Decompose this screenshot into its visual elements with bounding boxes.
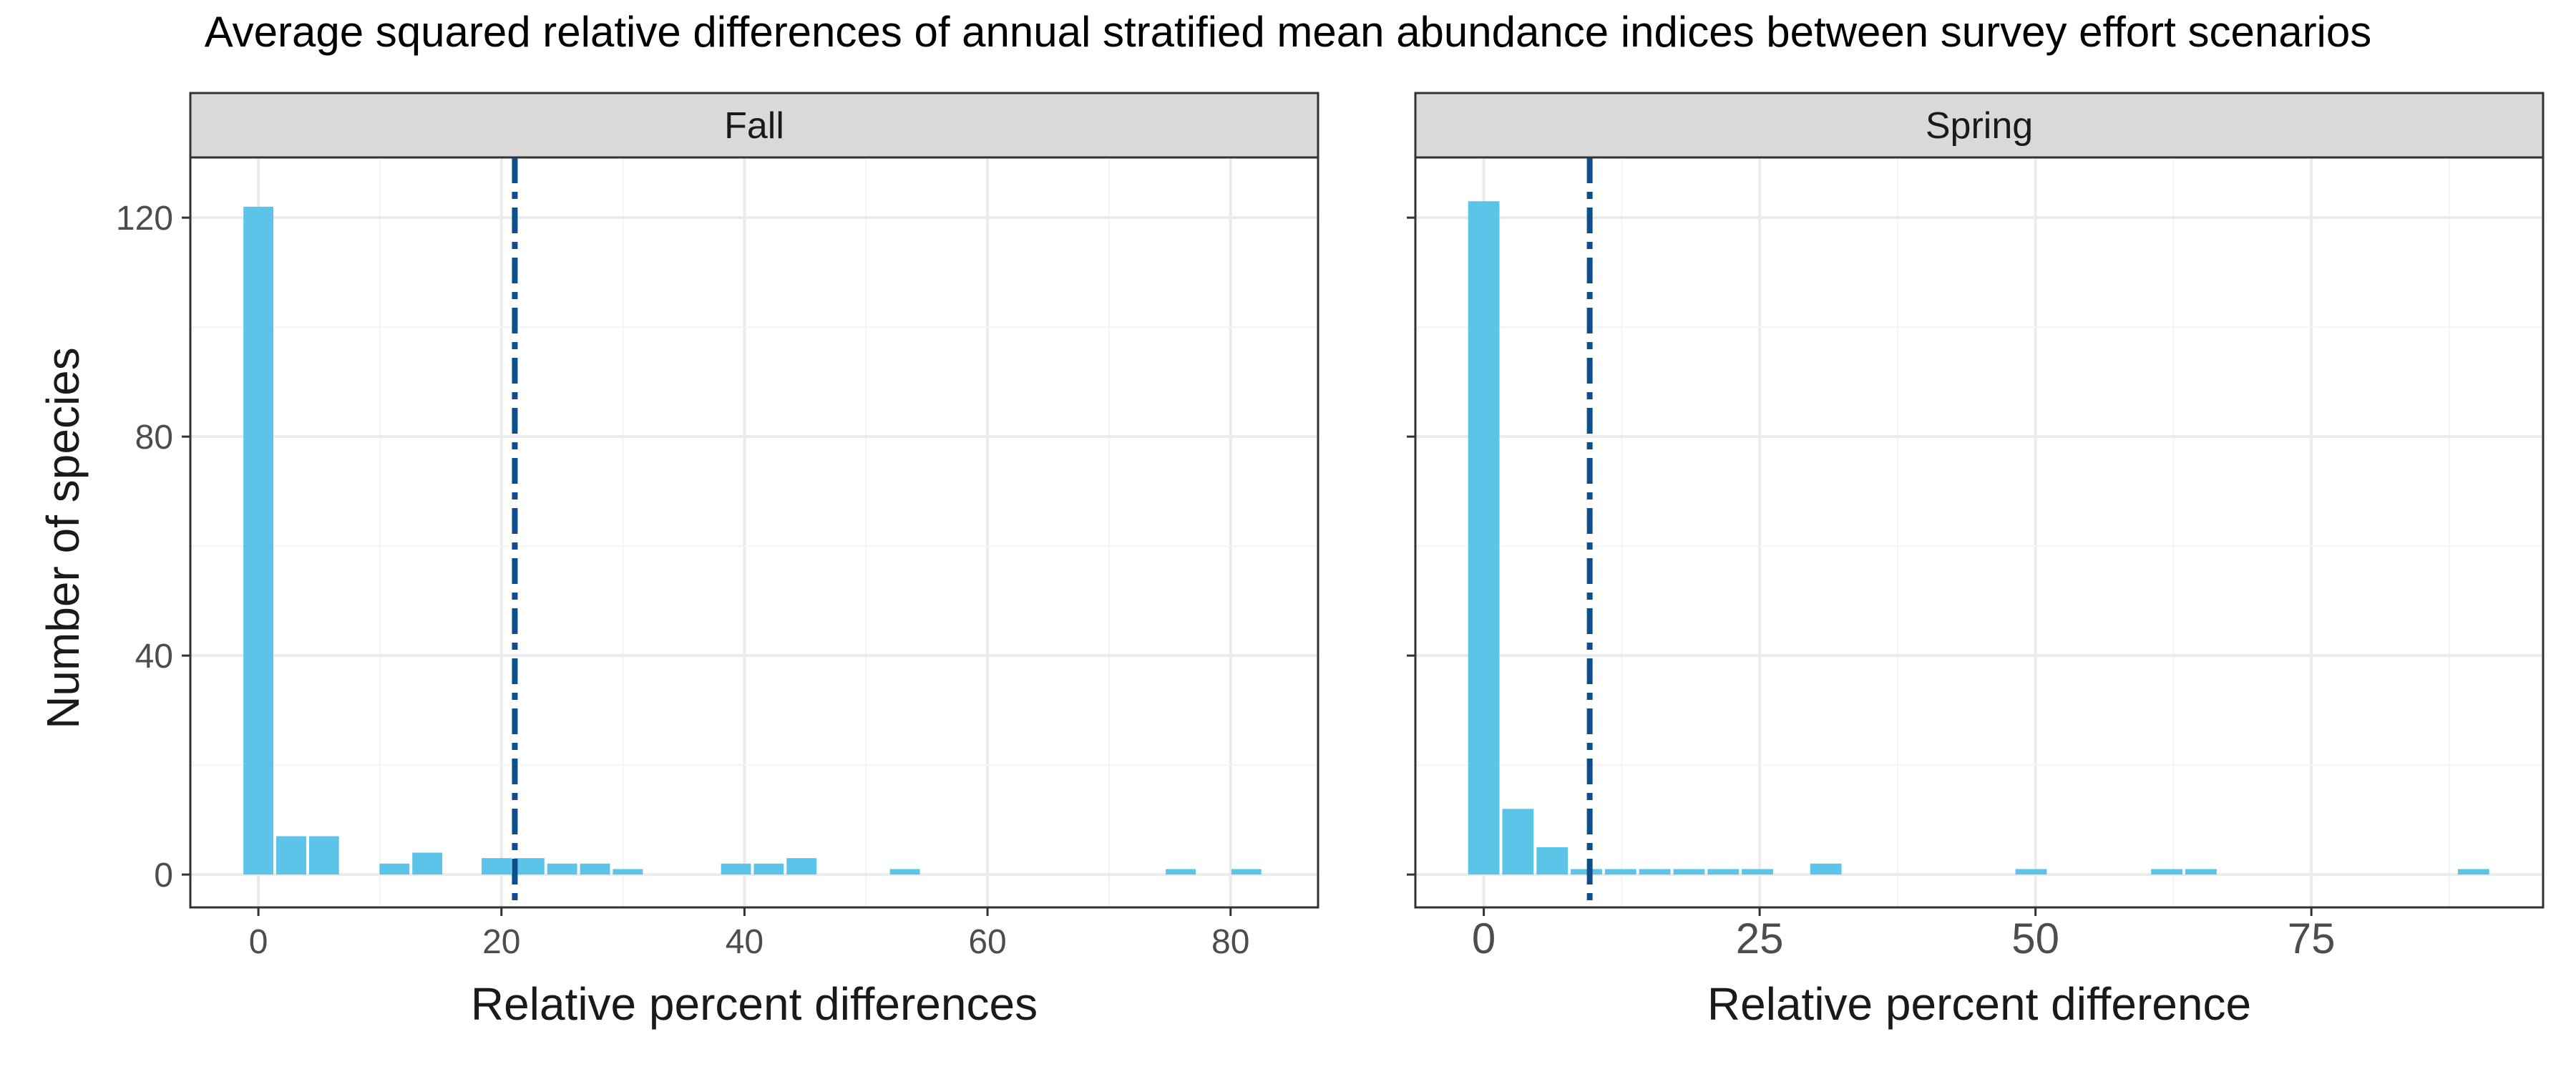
histogram-bar — [1231, 869, 1262, 875]
facet-panel-spring: Spring 0 25 50 75 Relative percent difference — [1407, 92, 2545, 1030]
y-tick-label: 80 — [135, 419, 173, 457]
x-tick-label: 20 — [482, 923, 520, 961]
histogram-bar — [580, 863, 610, 875]
y-tick-label: 40 — [135, 638, 173, 676]
plot-background — [190, 157, 1318, 907]
y-axis-title: Number of species — [37, 347, 89, 729]
facet-strip-label: Spring — [1926, 105, 2033, 147]
histogram-bar — [308, 836, 339, 875]
x-tick-label: 80 — [1211, 923, 1249, 961]
histogram-bars — [243, 206, 1262, 875]
histogram-bar — [613, 869, 643, 875]
y-axis — [1407, 216, 1415, 876]
histogram-bar — [2151, 869, 2183, 875]
histogram-bar — [412, 852, 443, 875]
histogram-bar — [1536, 847, 1568, 875]
panel-border — [1414, 156, 2545, 909]
y-tick-label: 0 — [154, 857, 173, 895]
x-tick-label: 75 — [2288, 915, 2336, 963]
histogram-bar — [2457, 869, 2489, 875]
histogram-bar — [276, 836, 306, 875]
histogram-bar — [547, 863, 577, 875]
histogram-bar — [1742, 869, 1773, 875]
histogram-bar — [514, 858, 545, 875]
histogram-bar — [1502, 809, 1534, 875]
x-tick-label: 40 — [726, 923, 763, 961]
histogram-bar — [379, 863, 410, 875]
y-axis: 0 40 80 120 — [116, 200, 190, 895]
facet-panels: Fall 0 20 40 60 80 Relative percent difference… — [116, 92, 2545, 1030]
histogram-bars — [1468, 201, 2489, 875]
x-tick-label: 0 — [249, 923, 268, 961]
facet-panel-fall: Fall 0 20 40 60 80 Relative percent difference… — [116, 92, 1319, 1030]
histogram-bar — [721, 863, 751, 875]
plot-background — [1415, 157, 2543, 907]
histogram-bar — [753, 863, 784, 875]
x-tick-label: 25 — [1736, 915, 1784, 963]
grid-lines — [1415, 157, 2543, 907]
histogram-bar — [1604, 869, 1636, 875]
histogram-bar — [2185, 869, 2217, 875]
histogram-bar — [482, 858, 512, 875]
facet-strip — [189, 92, 1319, 159]
x-tick-label: 60 — [968, 923, 1006, 961]
histogram-bar — [1468, 201, 1500, 875]
histogram-bar — [2015, 869, 2047, 875]
x-tick-label: 50 — [2011, 915, 2059, 963]
histogram-bar — [1810, 863, 1842, 875]
x-axis: 0 25 50 75 — [1472, 907, 2336, 963]
x-axis-title: Relative percent difference — [1707, 978, 2251, 1030]
histogram-bar — [1166, 869, 1196, 875]
facet-strip — [1414, 92, 2545, 159]
x-axis-title: Relative percent differences — [471, 978, 1038, 1030]
histogram-bar — [1707, 869, 1740, 875]
y-tick-label: 120 — [116, 200, 173, 238]
panel-border — [189, 156, 1319, 909]
histogram-bar — [1571, 869, 1602, 875]
x-tick-label: 0 — [1472, 915, 1496, 963]
histogram-bar — [1673, 869, 1705, 875]
x-axis: 0 20 40 60 80 — [249, 907, 1249, 961]
histogram-bar — [1639, 869, 1671, 875]
histogram-bar — [786, 858, 817, 875]
chart-title: Average squared relative differences of … — [205, 8, 2372, 56]
histogram-bar — [889, 869, 920, 875]
histogram-bar — [243, 206, 274, 875]
facet-strip-label: Fall — [724, 105, 784, 147]
